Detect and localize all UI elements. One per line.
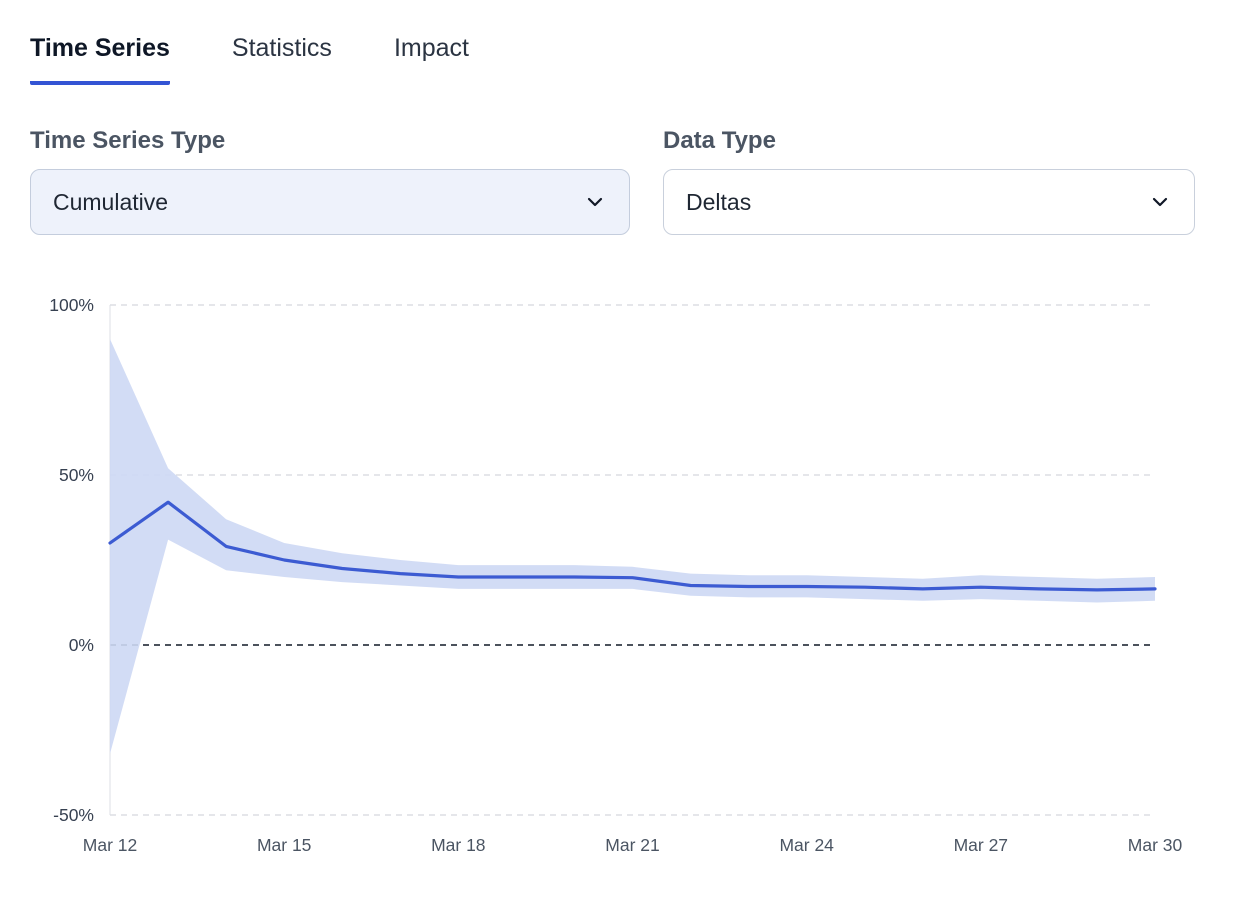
tab-statistics-label: Statistics (231, 34, 332, 62)
tab-impact[interactable]: Impact (394, 34, 469, 85)
x-tick-label: Mar 27 (954, 835, 1008, 855)
filter-row: Time Series Type Cumulative Data Type De… (30, 127, 1230, 235)
data-type-label: Data Type (663, 127, 776, 154)
x-tick-label: Mar 30 (1128, 835, 1183, 855)
series-line (108, 500, 1157, 592)
tab-time-series[interactable]: Time Series (30, 34, 170, 85)
x-tick-label: Mar 12 (83, 835, 137, 855)
tab-impact-label: Impact (393, 34, 469, 62)
tab-statistics[interactable]: Statistics (232, 34, 332, 85)
x-tick-label: Mar 21 (605, 835, 659, 855)
time-series-type-filter: Time Series Type Cumulative (30, 127, 630, 235)
y-tick-label: 100% (49, 295, 94, 315)
data-type-value: Deltas (686, 188, 752, 215)
data-type-select[interactable]: Deltas (663, 169, 1195, 235)
chevron-down-icon (587, 197, 603, 207)
x-tick-label: Mar 18 (431, 835, 485, 855)
chart-canvas: 100% 50% 0% -50% Mar 12 Mar 15 Mar 18 Mar 21 Mar… (49, 295, 1183, 855)
data-type-filter: Data Type Deltas (663, 127, 1195, 235)
time-series-chart: 100% 50% 0% -50% Mar 12 Mar 15 Mar 18 Mar 21 Mar… (30, 285, 1230, 878)
tab-bar: Time Series Statistics Impact (30, 0, 1230, 85)
time-series-type-value: Cumulative (53, 188, 169, 215)
page: Time Series Statistics Impact Time Serie… (30, 0, 1230, 878)
chevron-down-icon (1152, 197, 1168, 207)
y-tick-label: 0% (69, 635, 94, 655)
x-tick-label: Mar 15 (257, 835, 311, 855)
x-tick-label: Mar 24 (779, 835, 834, 855)
y-tick-label: 50% (59, 465, 94, 485)
y-tick-label: -50% (53, 805, 94, 825)
time-series-type-label: Time Series Type (30, 127, 226, 154)
tab-time-series-label: Time Series (30, 34, 170, 62)
confidence-band (110, 339, 1155, 754)
time-series-type-select[interactable]: Cumulative (30, 169, 630, 235)
